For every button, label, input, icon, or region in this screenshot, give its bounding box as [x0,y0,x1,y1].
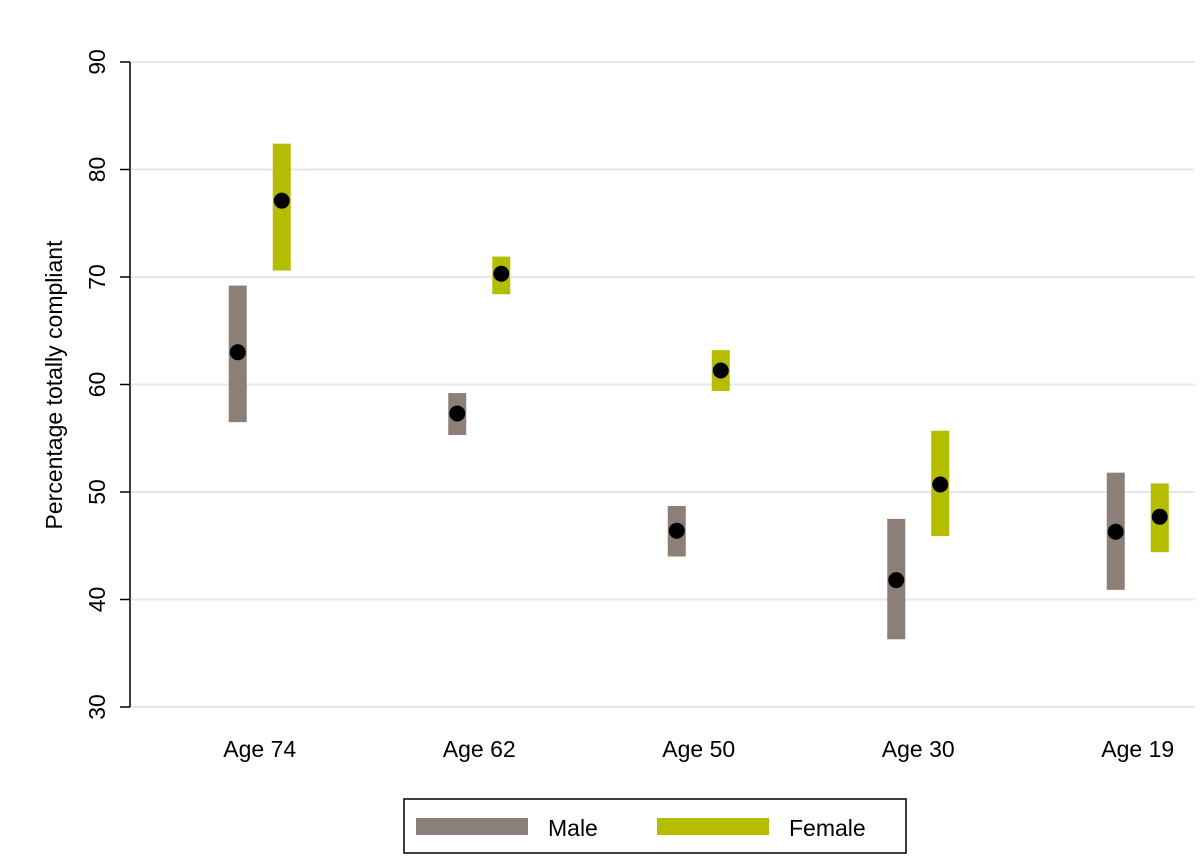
x-tick-label: Age 19 [1101,736,1174,762]
point [229,344,246,361]
legend-swatch [657,818,769,835]
x-tick-label: Age 74 [223,736,296,762]
point [1151,508,1168,525]
y-tick-label: 90 [84,49,110,75]
x-tick-label: Age 62 [443,736,516,762]
point [1107,523,1124,540]
y-tick-label: 30 [84,694,110,720]
y-tick-label: 70 [84,264,110,290]
x-tick-label: Age 30 [882,736,955,762]
x-tick-label: Age 50 [662,736,735,762]
y-tick-label: 80 [84,157,110,183]
point [449,405,466,422]
point [668,522,685,539]
point [932,476,949,493]
point [712,362,729,379]
legend-swatch [416,818,528,835]
point [888,572,905,589]
point [273,192,290,209]
point [493,265,510,282]
y-tick-label: 40 [84,587,110,613]
legend-label: Female [789,815,866,841]
y-tick-label: 60 [84,372,110,398]
y-tick-label: 50 [84,479,110,505]
legend-label: Male [548,815,598,841]
y-axis-label: Percentage totally compliant [41,240,67,530]
